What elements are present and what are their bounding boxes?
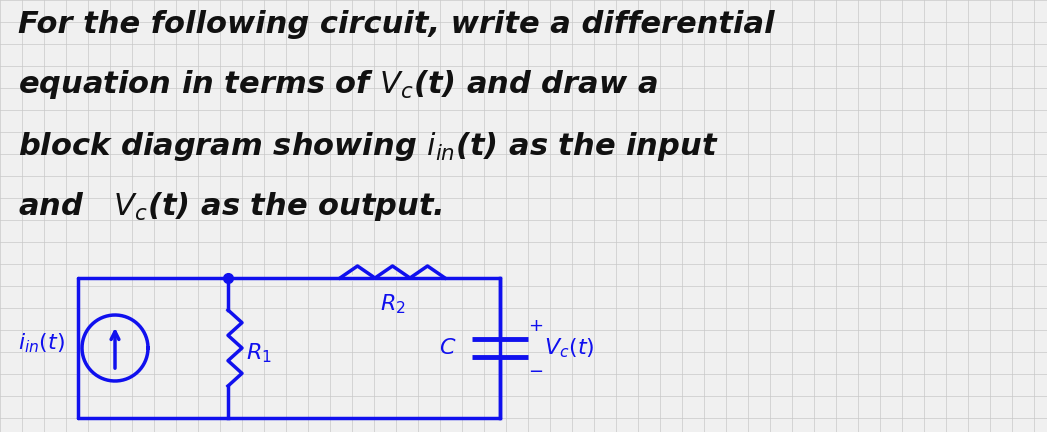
Text: For the following circuit, write a differential: For the following circuit, write a diffe… [18, 10, 775, 39]
Text: −: − [529, 363, 543, 381]
Text: $\mathit{R_2}$: $\mathit{R_2}$ [380, 292, 405, 316]
Text: +: + [529, 317, 543, 335]
Text: $\mathit{V_c(t)}$: $\mathit{V_c(t)}$ [544, 336, 595, 360]
Text: and   $\mathit{V_c}$(t) as the output.: and $\mathit{V_c}$(t) as the output. [18, 190, 443, 223]
Text: $\mathit{i_{in}(t)}$: $\mathit{i_{in}(t)}$ [18, 331, 65, 355]
Text: $\mathit{R_1}$: $\mathit{R_1}$ [246, 341, 272, 365]
Text: block diagram showing $\mathit{i_{in}}$(t) as the input: block diagram showing $\mathit{i_{in}}$(… [18, 130, 718, 163]
Text: equation in terms of $\mathit{V_c}$(t) and draw a: equation in terms of $\mathit{V_c}$(t) a… [18, 68, 658, 101]
Text: $\mathit{C}$: $\mathit{C}$ [440, 338, 456, 358]
